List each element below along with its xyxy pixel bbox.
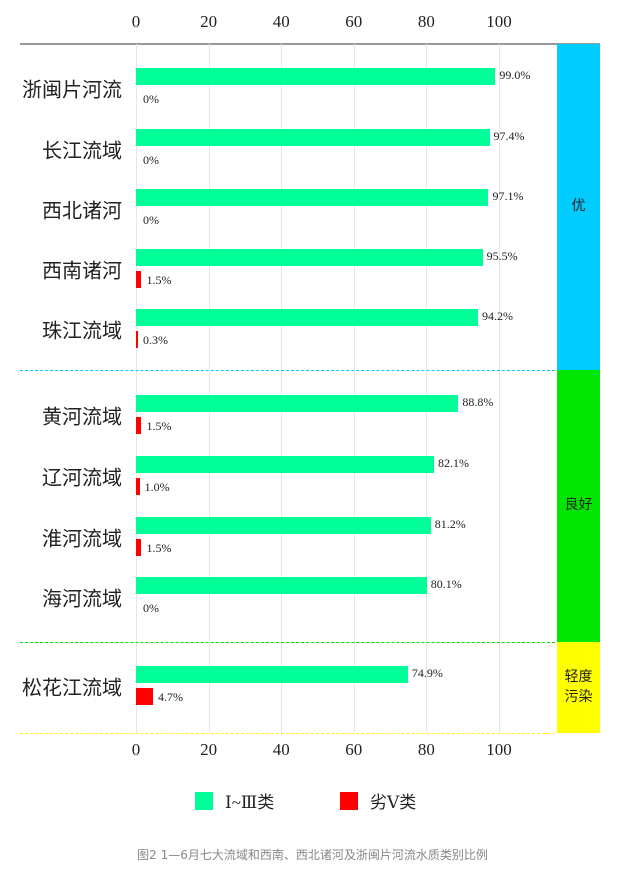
- bar-green: [136, 68, 496, 85]
- top-axis-line: [20, 43, 600, 45]
- legend-item-worse-5: 劣Ⅴ类: [340, 788, 416, 813]
- legend-swatch: [340, 791, 358, 810]
- value-label-green: 95.5%: [486, 249, 518, 263]
- bar-green: [136, 666, 408, 683]
- tick-label-bottom: 60: [345, 740, 363, 759]
- tick-label-top: 40: [272, 12, 290, 31]
- gridline: [208, 44, 210, 733]
- category-label: 海河流域: [42, 588, 122, 611]
- category-label: 浙闽片河流: [22, 79, 122, 102]
- group-band: 良好: [557, 370, 600, 642]
- value-label-green: 88.8%: [462, 395, 494, 409]
- value-label-red: 0%: [143, 92, 159, 106]
- bar-green: [136, 456, 435, 473]
- value-label-red: 1.5%: [146, 541, 172, 555]
- category-label: 淮河流域: [42, 528, 122, 551]
- caption: 图2 1—6月七大流域和西南、西北诸河及浙闽片河流水质类别比例: [137, 848, 488, 862]
- bar-green: [136, 577, 427, 594]
- value-label-red: 0%: [143, 213, 159, 227]
- value-label-red: 0%: [143, 153, 159, 167]
- value-label-green: 80.1%: [430, 577, 462, 591]
- tick-label-bottom: 80: [417, 740, 435, 759]
- tick-label-top: 20: [200, 12, 218, 31]
- bar-green: [136, 129, 490, 146]
- value-label-red: 1.0%: [144, 480, 170, 494]
- bar-red: [136, 331, 138, 348]
- tick-label-bottom: 100: [486, 740, 512, 759]
- value-label-green: 94.2%: [481, 309, 513, 323]
- value-label-green: 81.2%: [434, 517, 466, 531]
- value-label-green: 97.1%: [492, 189, 524, 203]
- category-label: 松花江流域: [22, 677, 122, 700]
- category-label: 辽河流域: [42, 467, 122, 490]
- tick-label-top: 0: [131, 12, 141, 31]
- gridline: [499, 44, 500, 733]
- category-label: 西北诸河: [42, 200, 122, 223]
- legend-label: Ⅰ~Ⅲ类: [225, 793, 275, 812]
- tick-label-top: 80: [417, 12, 435, 31]
- category-label: 珠江流域: [42, 320, 122, 343]
- gridline: [353, 44, 355, 733]
- tick-label-top: 100: [486, 12, 512, 31]
- tick-label-bottom: 40: [272, 740, 290, 759]
- category-label: 长江流域: [42, 140, 122, 163]
- value-label-red: 4.7%: [158, 690, 184, 704]
- bar-green: [136, 517, 431, 534]
- gridline: [426, 44, 428, 733]
- bar-red: [136, 271, 142, 288]
- bar-red: [136, 417, 142, 434]
- value-label-red: 1.5%: [146, 419, 172, 433]
- tick-label-top: 60: [345, 12, 363, 31]
- legend-label: 劣Ⅴ类: [370, 793, 417, 812]
- group-band: 优: [557, 44, 600, 370]
- group-separator: [20, 733, 555, 734]
- group-band: 轻度污染: [557, 642, 600, 733]
- bar-green: [136, 395, 459, 412]
- bar-red: [136, 688, 154, 705]
- value-label-green: 99.0%: [499, 68, 531, 82]
- value-label-red: 1.5%: [146, 273, 172, 287]
- value-label-green: 97.4%: [493, 129, 525, 143]
- value-label-red: 0%: [143, 601, 159, 615]
- tick-label-bottom: 20: [200, 740, 218, 759]
- tick-label-bottom: 0: [131, 740, 141, 759]
- category-label: 西南诸河: [42, 260, 122, 283]
- group-label: 良好: [564, 498, 593, 513]
- value-label-green: 82.1%: [438, 456, 470, 470]
- bar-red: [136, 478, 140, 495]
- group-separator: [20, 642, 555, 643]
- gridline: [136, 44, 137, 733]
- bar-green: [136, 249, 483, 266]
- value-label-red: 0.3%: [143, 333, 168, 347]
- legend-swatch: [195, 791, 213, 810]
- gridline: [281, 44, 283, 733]
- value-label-green: 74.9%: [411, 666, 443, 680]
- group-separator: [20, 370, 555, 371]
- group-label: 轻度污染: [564, 669, 593, 705]
- bar-green: [136, 309, 478, 326]
- bar-green: [136, 189, 489, 206]
- legend-item-1-3: Ⅰ~Ⅲ类: [195, 788, 274, 813]
- bar-red: [136, 539, 142, 556]
- group-label: 优: [571, 199, 586, 214]
- category-label: 黄河流域: [42, 406, 122, 429]
